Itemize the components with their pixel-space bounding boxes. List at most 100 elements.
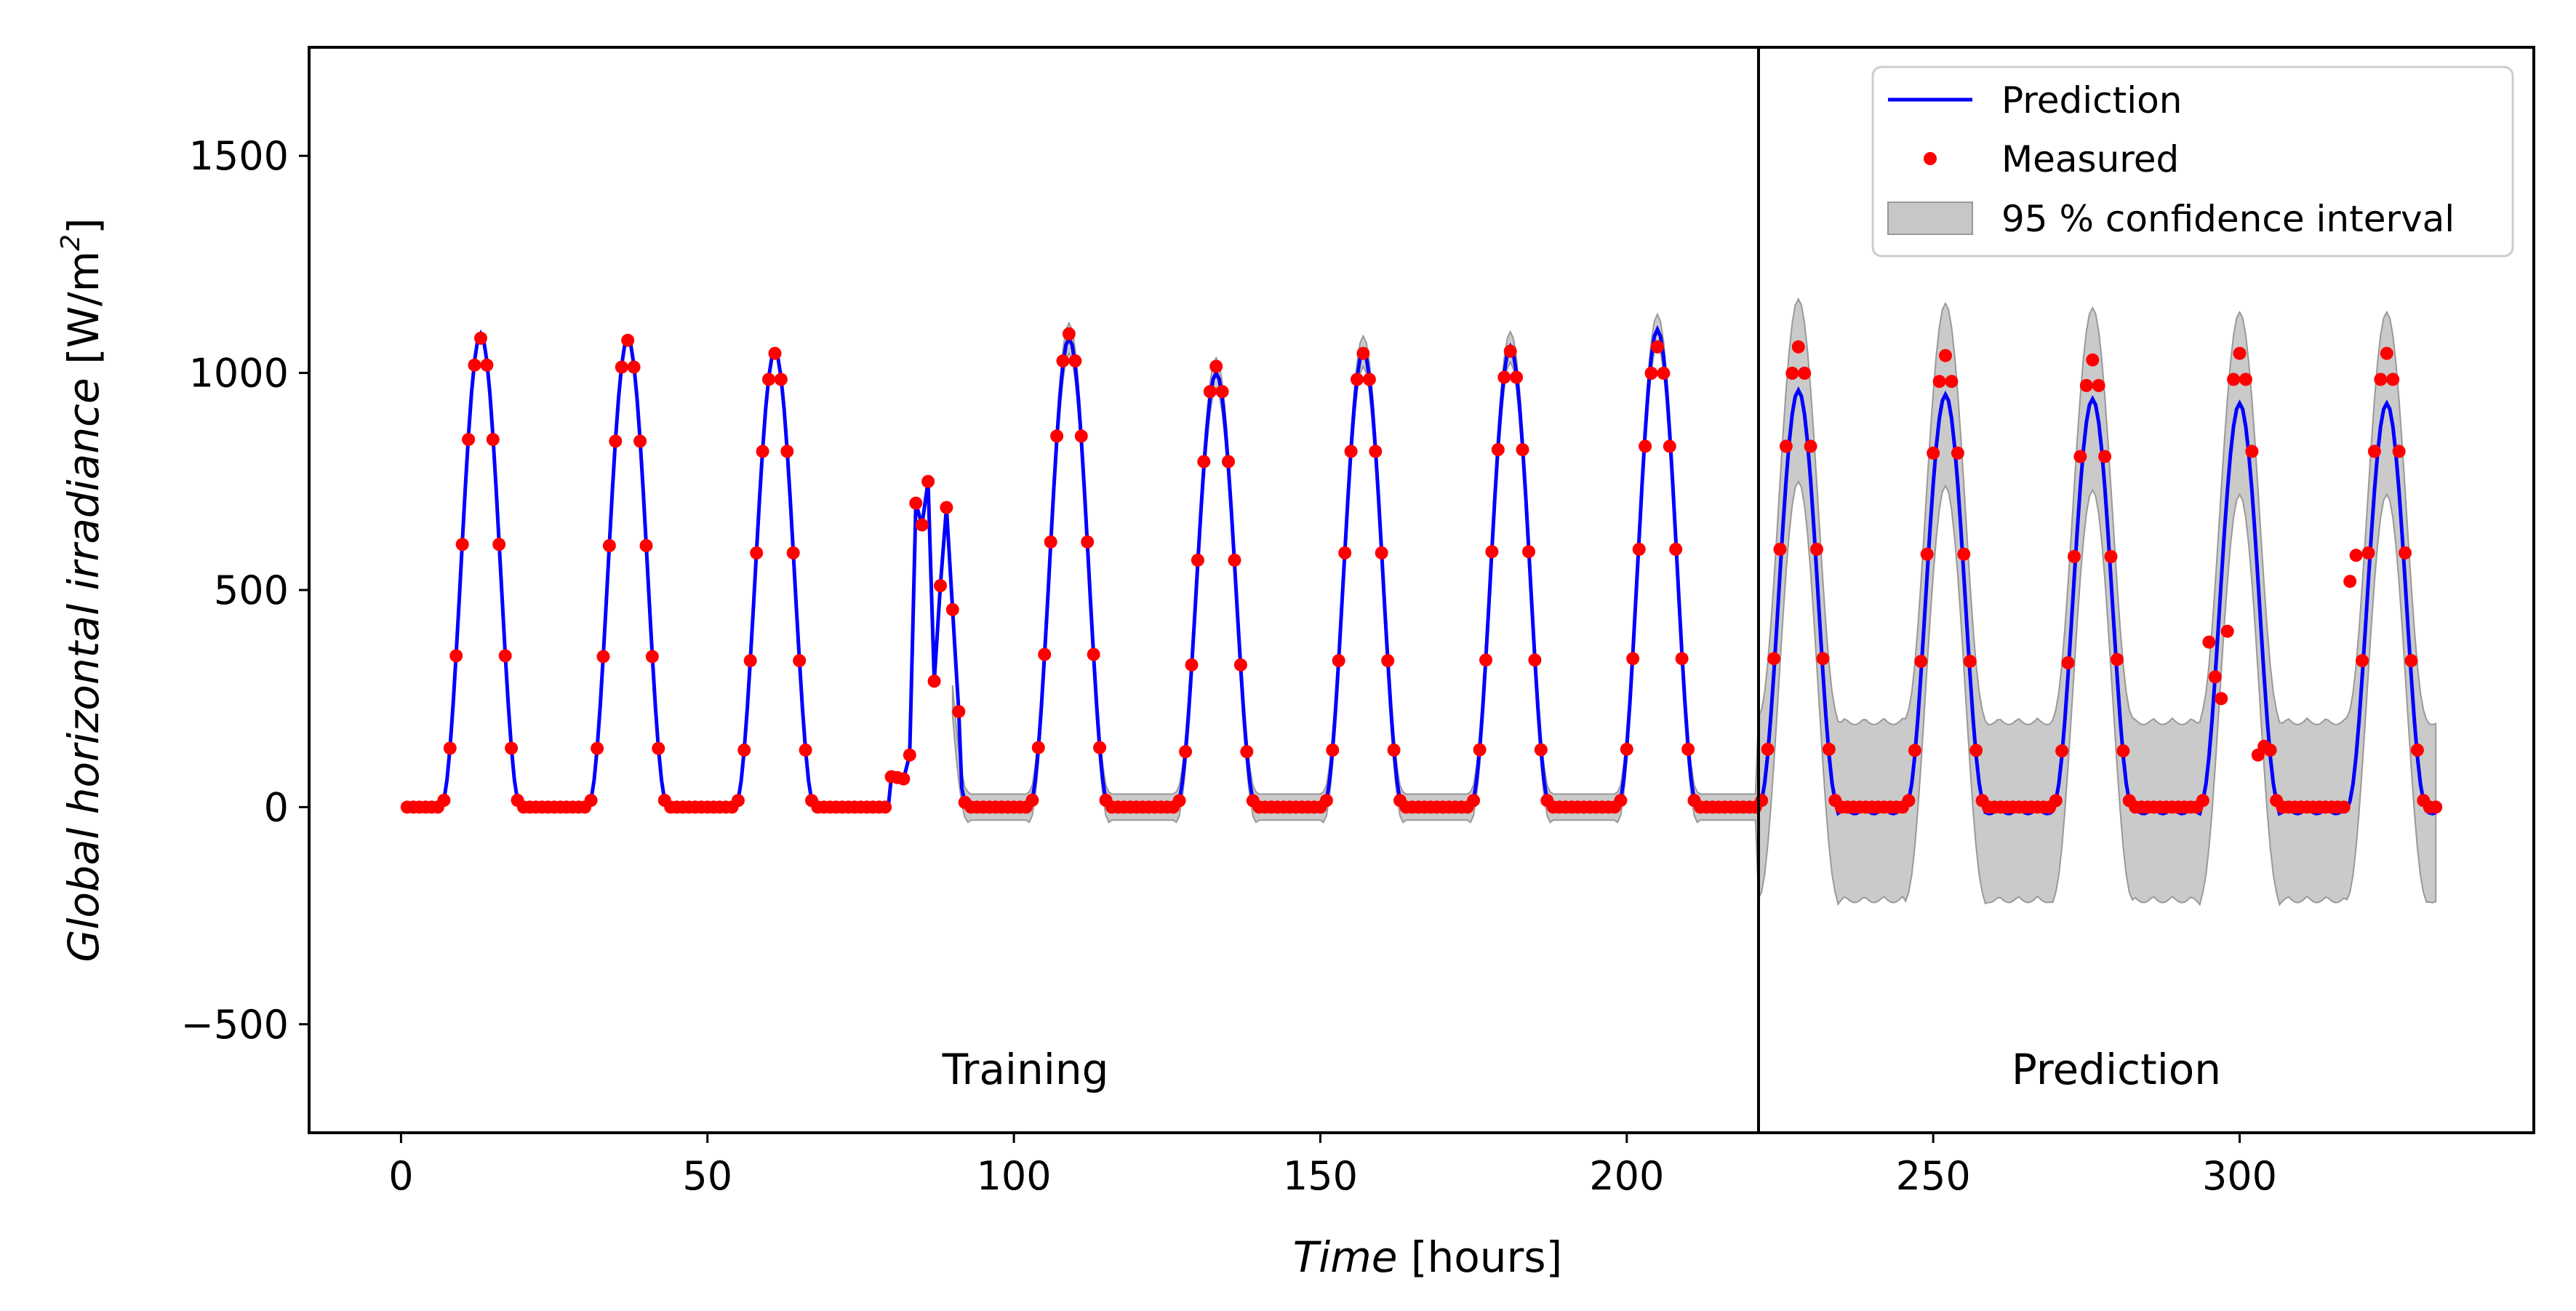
y-axis-title-unit-close: ] [59,218,108,234]
measured-point [480,358,494,372]
measured-point [1203,385,1217,399]
measured-point [1620,742,1633,756]
measured-point [1467,794,1481,808]
measured-point [609,434,623,448]
measured-point [1810,543,1823,556]
measured-point [1381,654,1395,668]
measured-point [1191,554,1204,567]
measured-point [897,772,911,786]
measured-point [1822,742,1836,756]
measured-point [455,538,469,551]
measured-point [621,333,635,347]
measured-point [1632,543,1646,556]
measured-point [1387,744,1401,757]
measured-point [1491,443,1505,457]
measured-point [1779,439,1793,453]
measured-point [1963,655,1977,669]
axis-ticks-layer: 0 50 100 150 200 250 300 −500 0 500 1000 1500 [181,133,2277,1199]
measured-point [1375,546,1388,559]
measured-point [945,602,959,616]
measured-point [1332,654,1345,668]
y-tick-label: 0 [264,784,289,830]
measured-point [780,445,794,458]
measured-point [505,741,519,755]
measured-point [1755,794,1769,808]
measured-point [468,358,481,372]
region-label-training: Training [942,1045,1109,1094]
legend-box [1871,65,2514,258]
measured-point [602,539,616,552]
measured-point [793,654,807,668]
measured-point [927,674,941,688]
measured-point [1319,794,1333,808]
measured-point [2086,353,2100,367]
measured-point [1356,346,1370,360]
measured-point [2098,450,2112,463]
measured-point [1351,372,1364,386]
measured-point [1068,354,1082,368]
measured-point [1222,455,1235,469]
measured-point [940,501,953,514]
measured-point [2227,372,2241,386]
measured-point [1497,370,1511,384]
measured-point [1172,794,1186,808]
measured-point [596,650,610,664]
measured-point [2429,800,2443,814]
legend-measured-swatch [1924,152,1937,165]
y-axis-title-unit: [W/m [59,251,108,364]
measured-point [786,546,800,559]
measured-point [1516,443,1529,457]
measured-point [2196,794,2209,808]
x-tick-label: 250 [1896,1153,1971,1199]
measured-point [1816,652,1830,666]
region-label-prediction: Prediction [2012,1045,2221,1094]
measured-point [591,741,604,755]
measured-point [498,649,512,663]
measured-point [2073,450,2087,463]
measured-point [1761,742,1775,756]
measured-point [2380,346,2393,360]
measured-point [1639,439,1652,453]
measured-point [1044,535,1057,549]
measured-point [952,705,966,719]
measured-point [1479,653,1492,667]
measured-point [1791,340,1805,354]
measured-point [2049,794,2063,808]
y-tick-label: 1500 [189,133,289,179]
measured-point [1767,652,1781,666]
legend-confidence-label: 95 % confidence interval [2001,198,2455,240]
measured-point [1362,372,1376,386]
measured-point [2337,800,2351,814]
measured-point [2361,546,2375,559]
measured-point [2104,550,2118,563]
measured-point [1074,429,1088,443]
x-tick-label: 100 [977,1153,1052,1199]
measured-point [627,360,641,374]
measured-point [492,538,506,551]
y-axis-title-main: Global horizontal irradiance [59,378,108,962]
measured-point [1179,745,1193,759]
measured-point [1215,385,1229,399]
x-axis-title: Time [hours] [1293,1232,1563,1282]
measured-point [731,794,745,808]
y-tick-label: 1000 [189,351,289,397]
measured-point [1534,743,1548,757]
measured-point [1093,741,1107,754]
measured-point [1675,652,1689,666]
measured-point [1503,344,1517,358]
measured-point [2111,653,2124,666]
measured-point [743,654,757,668]
measured-point [768,346,782,360]
measured-point [903,748,916,762]
legend-prediction-label: Prediction [2001,79,2182,121]
x-tick-label: 150 [1283,1153,1358,1199]
measured-point [1485,545,1499,559]
measured-point [1087,647,1100,661]
measured-point [2220,624,2234,638]
measured-point [2215,692,2228,706]
measured-point [1681,742,1695,756]
measured-point [1951,446,1964,460]
measured-point [1528,653,1542,667]
measured-point [1644,367,1658,380]
